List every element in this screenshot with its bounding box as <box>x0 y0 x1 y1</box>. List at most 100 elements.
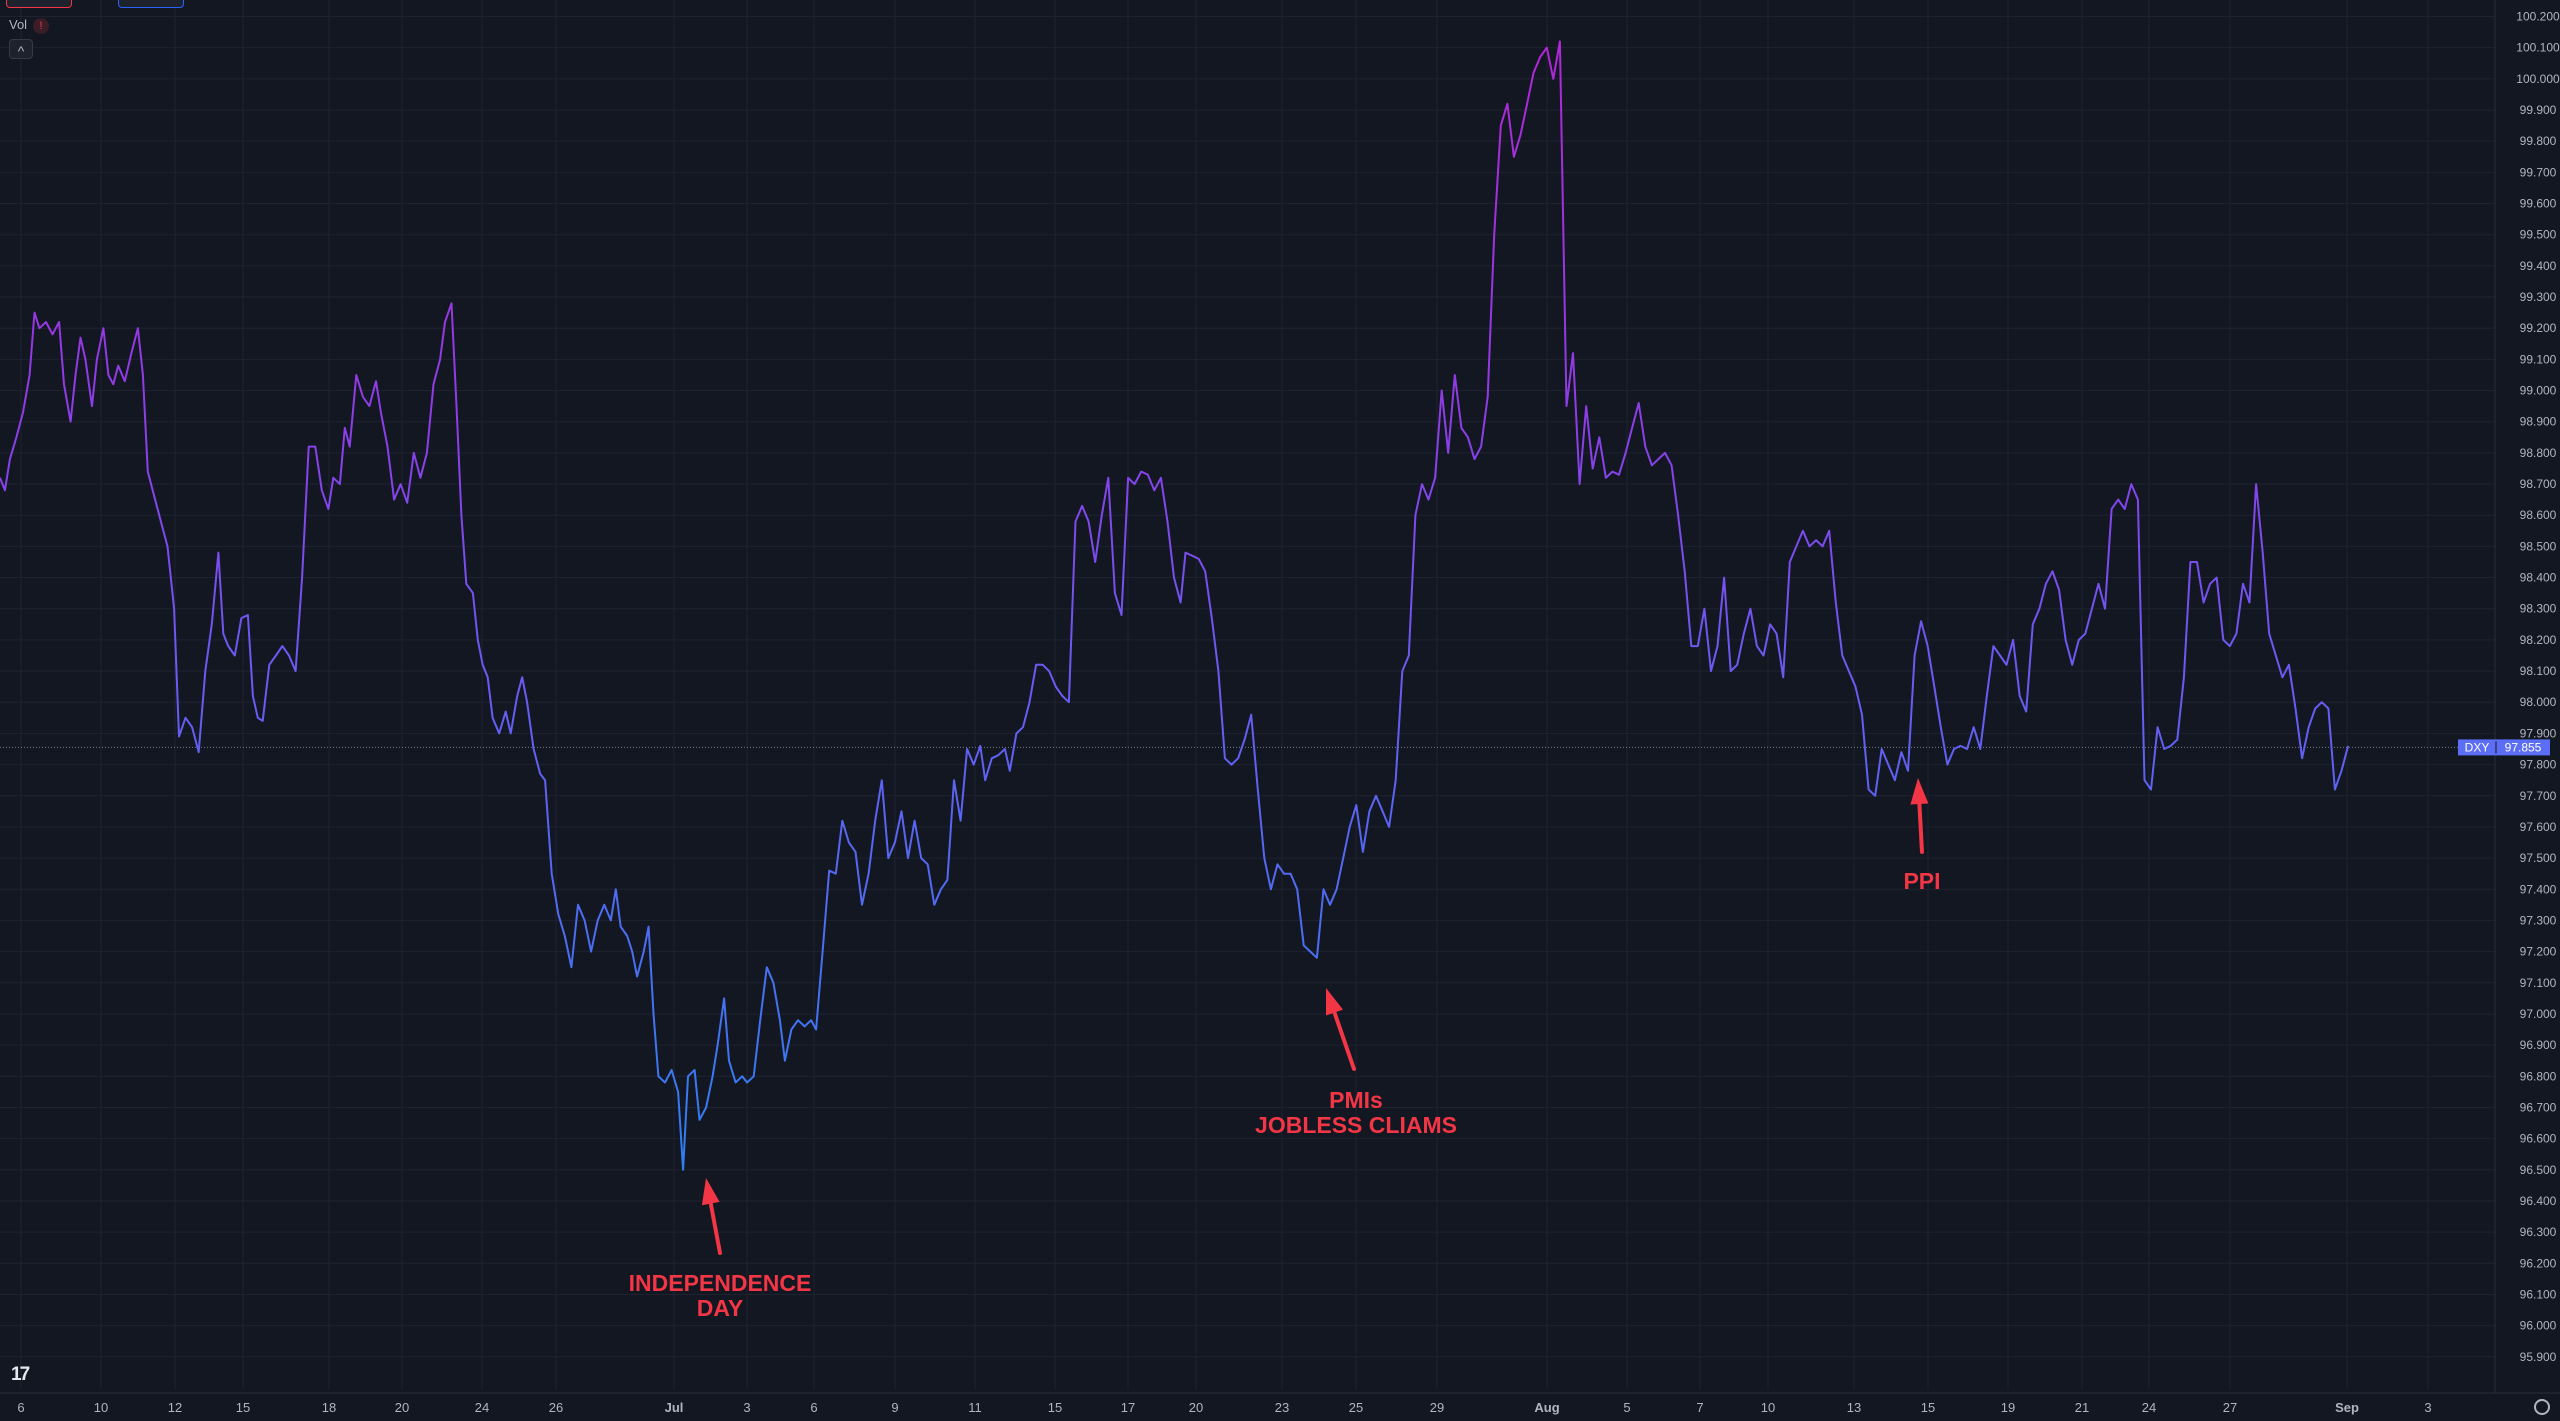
x-tick-label: 11 <box>968 1400 982 1415</box>
x-tick-label: 25 <box>1349 1400 1363 1415</box>
y-tick-label: 97.100 <box>2520 976 2557 990</box>
arrow-pmis <box>1325 988 1356 1071</box>
annotation-line: INDEPENDENCE <box>628 1270 812 1296</box>
annotation-line: DAY <box>696 1295 744 1321</box>
annotation-line: PMIs <box>1329 1087 1383 1113</box>
x-tick-label: 27 <box>2223 1400 2237 1415</box>
y-tick-label: 99.900 <box>2520 103 2557 117</box>
x-tick-label: 6 <box>810 1400 817 1415</box>
annotation-line: JOBLESS CLIAMS <box>1255 1112 1457 1138</box>
y-tick-label: 96.300 <box>2520 1225 2557 1239</box>
x-tick-label: 19 <box>2001 1400 2015 1415</box>
x-tick-label: Jul <box>665 1400 684 1415</box>
y-tick-label: 97.900 <box>2520 726 2557 740</box>
arrow-independence-day <box>701 1178 722 1255</box>
x-tick-label: 26 <box>549 1400 563 1415</box>
y-tick-label: 98.900 <box>2520 415 2557 429</box>
y-tick-label: 99.800 <box>2520 134 2557 148</box>
y-tick-label: 97.800 <box>2520 758 2557 772</box>
y-tick-label: 99.500 <box>2520 228 2557 242</box>
x-tick-label: 7 <box>1696 1400 1703 1415</box>
y-tick-label: 99.700 <box>2520 165 2557 179</box>
y-tick-label: 97.500 <box>2520 851 2557 865</box>
x-tick-label: Aug <box>1534 1400 1559 1415</box>
x-tick-label: 10 <box>94 1400 108 1415</box>
x-tick-label: 15 <box>1048 1400 1062 1415</box>
tradingview-logo[interactable]: 17 <box>11 1364 30 1385</box>
dxy-price-line <box>0 40 2350 1171</box>
y-tick-label: 99.600 <box>2520 197 2557 211</box>
y-tick-label: 98.100 <box>2520 664 2557 678</box>
y-tick-label: 100.100 <box>2516 41 2560 55</box>
y-tick-label: 99.100 <box>2520 352 2557 366</box>
x-tick-label: 13 <box>1847 1400 1861 1415</box>
x-tick-label: 15 <box>236 1400 250 1415</box>
y-tick-label: 97.400 <box>2520 882 2557 896</box>
x-tick-label: 29 <box>1430 1400 1444 1415</box>
y-tick-label: 98.000 <box>2520 695 2557 709</box>
x-tick-label: 24 <box>475 1400 489 1415</box>
price-tag-symbol: DXY <box>2465 740 2490 754</box>
price-tag-value: 97.855 <box>2505 740 2542 754</box>
last-price-tag: DXY 97.855 <box>2458 739 2550 756</box>
x-tick-label: 24 <box>2142 1400 2156 1415</box>
y-tick-label: 97.300 <box>2520 913 2557 927</box>
y-tick-label: 100.000 <box>2516 72 2560 86</box>
x-tick-label: 20 <box>1189 1400 1203 1415</box>
y-tick-label: 98.500 <box>2520 539 2557 553</box>
x-tick-label: 9 <box>891 1400 898 1415</box>
settings-icon[interactable] <box>2534 1399 2550 1415</box>
y-tick-label: 99.300 <box>2520 290 2557 304</box>
annotation-line: PPI <box>1903 868 1941 894</box>
x-tick-label: 10 <box>1761 1400 1775 1415</box>
y-tick-label: 96.500 <box>2520 1163 2557 1177</box>
y-tick-label: 98.700 <box>2520 477 2557 491</box>
annotation-pmis-jobless-claims: PMIs JOBLESS CLIAMS <box>1255 1088 1457 1138</box>
y-tick-label: 100.200 <box>2516 10 2560 24</box>
y-tick-label: 96.200 <box>2520 1256 2557 1270</box>
y-tick-label: 97.200 <box>2520 945 2557 959</box>
x-tick-label: 21 <box>2075 1400 2089 1415</box>
y-tick-label: 99.200 <box>2520 321 2557 335</box>
top-blue-button[interactable] <box>118 0 184 8</box>
y-tick-label: 98.800 <box>2520 446 2557 460</box>
x-tick-label: 18 <box>322 1400 336 1415</box>
x-tick-label: 15 <box>1921 1400 1935 1415</box>
time-axis: 6 10 12 15 18 20 24 26 Jul 3 6 9 11 15 17 20 23 25 29 Aug 5 7… <box>17 1400 2431 1415</box>
x-tick-label: Sep <box>2335 1400 2359 1415</box>
alert-icon[interactable]: ! <box>33 17 50 34</box>
arrow-ppi <box>1910 778 1929 854</box>
y-tick-label: 98.300 <box>2520 602 2557 616</box>
x-tick-label: 17 <box>1121 1400 1135 1415</box>
x-tick-label: 3 <box>743 1400 750 1415</box>
y-tick-label: 96.800 <box>2520 1069 2557 1083</box>
y-tick-label: 99.400 <box>2520 259 2557 273</box>
annotation-ppi: PPI <box>1903 869 1940 894</box>
y-tick-label: 96.000 <box>2520 1319 2557 1333</box>
x-tick-label: 5 <box>1623 1400 1630 1415</box>
y-tick-label: 96.700 <box>2520 1100 2557 1114</box>
y-tick-label: 95.900 <box>2520 1350 2557 1364</box>
y-tick-label: 96.900 <box>2520 1038 2557 1052</box>
y-tick-label: 96.600 <box>2520 1132 2557 1146</box>
y-tick-label: 98.200 <box>2520 633 2557 647</box>
y-tick-label: 98.400 <box>2520 571 2557 585</box>
x-tick-label: 20 <box>395 1400 409 1415</box>
volume-label: Vol <box>9 17 28 32</box>
y-tick-label: 97.700 <box>2520 789 2557 803</box>
y-tick-label: 99.000 <box>2520 384 2557 398</box>
x-tick-label: 12 <box>168 1400 182 1415</box>
y-tick-label: 98.600 <box>2520 508 2557 522</box>
collapse-indicators-button[interactable]: ^ <box>9 39 33 59</box>
annotation-arrows <box>701 778 1929 1255</box>
x-tick-label: 6 <box>17 1400 24 1415</box>
top-red-button[interactable] <box>6 0 72 8</box>
volume-indicator[interactable]: Vol! <box>9 17 50 34</box>
y-tick-label: 96.400 <box>2520 1194 2557 1208</box>
y-tick-label: 96.100 <box>2520 1287 2557 1301</box>
y-tick-label: 97.000 <box>2520 1007 2557 1021</box>
annotation-independence-day: INDEPENDENCE DAY <box>629 1271 812 1321</box>
x-tick-label: 23 <box>1275 1400 1289 1415</box>
